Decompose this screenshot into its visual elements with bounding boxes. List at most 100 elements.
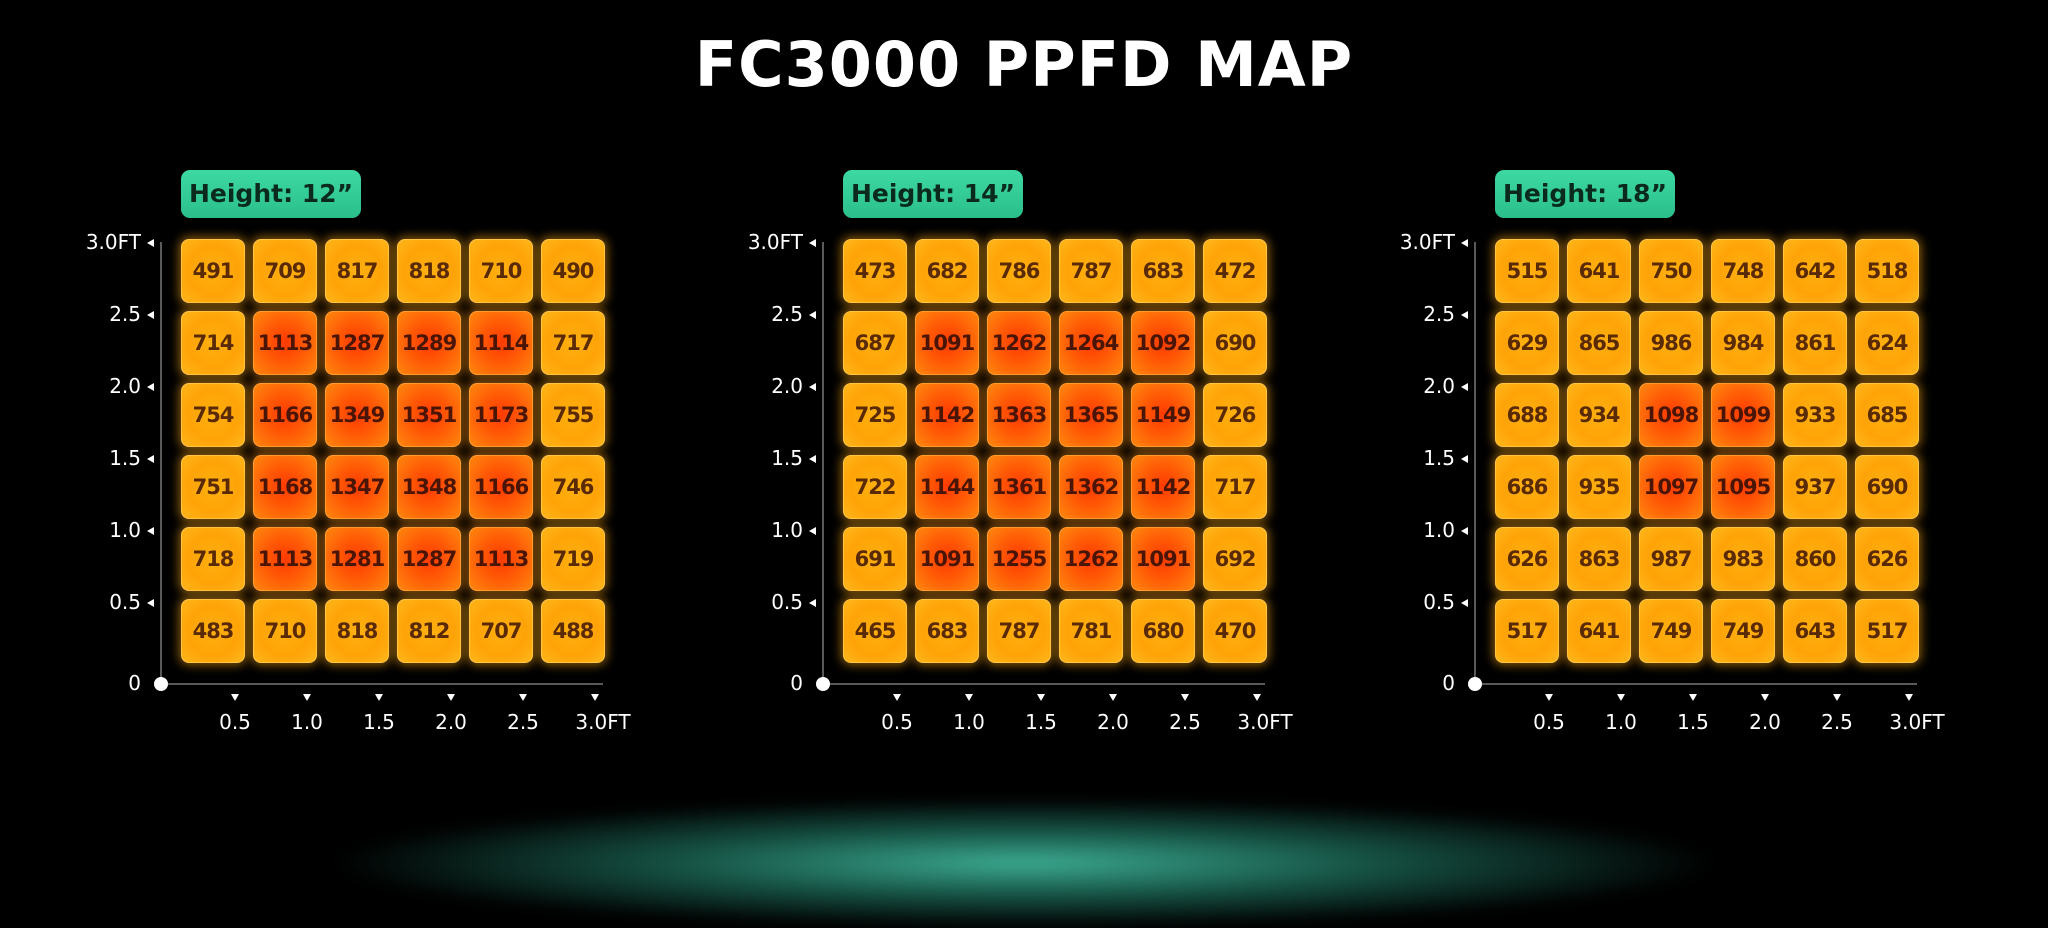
heatmap-cell: 517 (1855, 599, 1919, 663)
heatmap-cell: 1287 (325, 311, 389, 375)
height-badge: Height: 14” (843, 170, 1023, 218)
heatmap-cell: 986 (1639, 311, 1703, 375)
heatmap-cell: 1281 (325, 527, 389, 591)
x-tick-label: 2.0 (1749, 710, 1781, 734)
x-tick-marker (1833, 694, 1841, 701)
y-tick-marker (147, 383, 154, 391)
heatmap-cell: 688 (1495, 383, 1559, 447)
heatmap-cell: 515 (1495, 239, 1559, 303)
y-tick-marker (147, 239, 154, 247)
x-tick-marker (1109, 694, 1117, 701)
heatmap-cell: 787 (1059, 239, 1123, 303)
y-tick-label: 0.5 (771, 590, 803, 614)
heatmap-cell: 710 (253, 599, 317, 663)
heatmap-cell: 749 (1639, 599, 1703, 663)
heatmap-grid: 515 641 750 748 642 518 629 865 986 984 861 624 688 9… (1495, 239, 1919, 663)
axes (809, 239, 1265, 701)
y-tick-marker (1461, 599, 1468, 607)
axes (147, 239, 603, 701)
heatmap-cell: 642 (1783, 239, 1847, 303)
heatmap-cell: 934 (1567, 383, 1631, 447)
y-tick-label: 0.5 (109, 590, 141, 614)
heatmap-cell: 987 (1639, 527, 1703, 591)
y-tick-marker (1461, 311, 1468, 319)
heatmap-panel-14: Height: 14” 3.0FT 2.5 2.0 1.5 1.0 0.5 0 0.5 1.0… (742, 170, 1342, 750)
heatmap-cell: 717 (541, 311, 605, 375)
heatmap-cell: 1168 (253, 455, 317, 519)
heatmap-cell: 751 (181, 455, 245, 519)
x-tick-label: 1.5 (1025, 710, 1057, 734)
heatmap-cell: 490 (541, 239, 605, 303)
heatmap-cell: 686 (1495, 455, 1559, 519)
heatmap-cell: 787 (987, 599, 1051, 663)
y-tick-label: 2.0 (1423, 374, 1455, 398)
heatmap-cell: 488 (541, 599, 605, 663)
y-tick-label: 0 (128, 671, 141, 695)
heatmap-cell: 818 (325, 599, 389, 663)
heatmap-cell: 710 (469, 239, 533, 303)
x-tick-marker (303, 694, 311, 701)
heatmap-cell: 984 (1711, 311, 1775, 375)
heatmap-cell: 1365 (1059, 383, 1123, 447)
heatmap-cell: 1091 (915, 527, 979, 591)
x-tick-label: 2.5 (1821, 710, 1853, 734)
origin-dot (154, 677, 168, 691)
heatmap-cell: 1289 (397, 311, 461, 375)
y-tick-label: 1.0 (109, 518, 141, 542)
y-tick-marker (147, 311, 154, 319)
heatmap-cell: 1351 (397, 383, 461, 447)
height-badge: Height: 12” (181, 170, 361, 218)
heatmap-cell: 818 (397, 239, 461, 303)
heatmap-cell: 1173 (469, 383, 533, 447)
page-title: FC3000 PPFD MAP (694, 28, 1354, 101)
heatmap-grid: 491 709 817 818 710 490 714 1113 1287 1289 1114 717… (181, 239, 605, 663)
heatmap-cell: 1166 (253, 383, 317, 447)
heatmap-cell: 1362 (1059, 455, 1123, 519)
heatmap-cell: 748 (1711, 239, 1775, 303)
heatmap-cell: 629 (1495, 311, 1559, 375)
y-tick-marker (809, 239, 816, 247)
heatmap-cell: 1091 (915, 311, 979, 375)
x-tick-marker (591, 694, 599, 701)
heatmap-cell: 1092 (1131, 311, 1195, 375)
y-tick-label: 1.5 (1423, 446, 1455, 470)
heatmap-cell: 1347 (325, 455, 389, 519)
y-tick-marker (1461, 527, 1468, 535)
y-tick-label: 1.0 (771, 518, 803, 542)
heatmap-cell: 483 (181, 599, 245, 663)
heatmap-cell: 683 (1131, 239, 1195, 303)
x-tick-label: 1.5 (363, 710, 395, 734)
y-tick-marker (809, 527, 816, 535)
heatmap-cell: 1262 (987, 311, 1051, 375)
x-tick-label: 0.5 (1533, 710, 1565, 734)
heatmap-cell: 641 (1567, 239, 1631, 303)
heatmap-cell: 683 (915, 599, 979, 663)
heatmap-cell: 690 (1855, 455, 1919, 519)
heatmap-cell: 518 (1855, 239, 1919, 303)
heatmap-cell: 687 (843, 311, 907, 375)
heatmap-cell: 861 (1783, 311, 1847, 375)
x-tick-marker (1181, 694, 1189, 701)
y-tick-label: 3.0FT (1399, 230, 1455, 254)
y-tick-label: 1.5 (109, 446, 141, 470)
y-tick-marker (809, 311, 816, 319)
heatmap-cell: 1166 (469, 455, 533, 519)
heatmap-cell: 717 (1203, 455, 1267, 519)
heatmap-cell: 812 (397, 599, 461, 663)
heatmap-cell: 1095 (1711, 455, 1775, 519)
heatmap-cell: 641 (1567, 599, 1631, 663)
y-tick-marker (1461, 383, 1468, 391)
heatmap-cell: 685 (1855, 383, 1919, 447)
heatmap-cell: 473 (843, 239, 907, 303)
x-tick-label: 3.0FT (575, 710, 631, 734)
heatmap-cell: 690 (1203, 311, 1267, 375)
heatmap-cell: 786 (987, 239, 1051, 303)
heatmap-cell: 682 (915, 239, 979, 303)
x-tick-label: 2.5 (1169, 710, 1201, 734)
heatmap-cell: 983 (1711, 527, 1775, 591)
heatmap-cell: 691 (843, 527, 907, 591)
y-tick-label: 2.5 (109, 302, 141, 326)
heatmap-cell: 1113 (253, 527, 317, 591)
heatmap-cell: 1097 (1639, 455, 1703, 519)
heatmap-cell: 1262 (1059, 527, 1123, 591)
